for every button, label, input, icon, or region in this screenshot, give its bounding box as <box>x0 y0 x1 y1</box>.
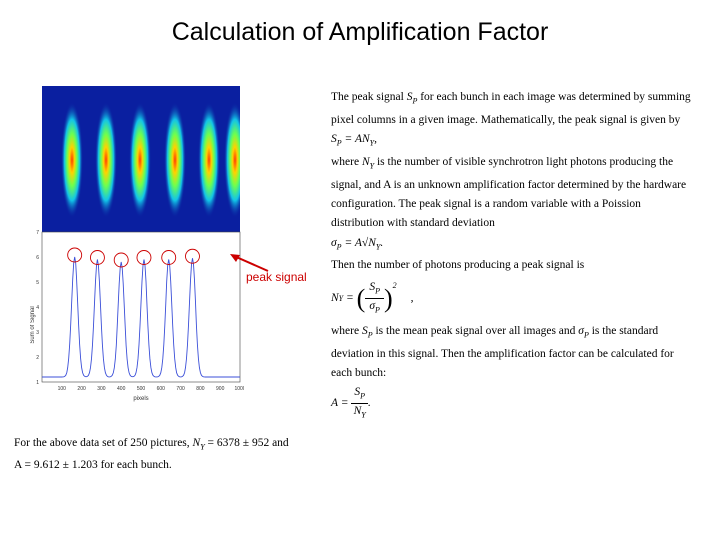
peak-circle <box>113 252 129 268</box>
plot-xlabel: pixels <box>133 396 148 402</box>
equation-4: A = SP NY . <box>331 385 371 420</box>
x-tick-label: 800 <box>196 386 205 392</box>
result-text: For the above data set of 250 pictures, … <box>14 434 334 475</box>
slide-title: Calculation of Amplification Factor <box>171 18 549 46</box>
plot-ylabel: Sum of Signal <box>30 306 36 343</box>
x-tick-label: 400 <box>117 386 126 392</box>
explanation-text: The peak signal SP for each bunch in eac… <box>331 88 691 423</box>
peak-signal-label: peak signal <box>246 270 307 284</box>
equation-1: SP = ANY, <box>331 133 377 148</box>
x-tick-label: 700 <box>176 386 185 392</box>
equation-2: σP = A√NY. <box>331 236 384 252</box>
signal-curve <box>42 256 240 378</box>
x-tick-label: 600 <box>157 386 166 392</box>
y-tick-label: 1 <box>36 380 39 386</box>
y-tick-label: 4 <box>36 305 39 311</box>
bunch-camera-image <box>42 86 240 232</box>
para-2: where NY is the number of visible synchr… <box>331 155 687 230</box>
y-tick-label: 5 <box>36 280 39 286</box>
x-tick-label: 200 <box>77 386 86 392</box>
sum-signal-plot: Sum of Signal pixels 100 200 300 400 500 600 7… <box>30 230 246 402</box>
x-tick-label: 100 <box>58 386 67 392</box>
y-tick-label: 2 <box>36 355 39 361</box>
result-line-2: A = 9.612 ± 1.203 for each bunch. <box>14 459 172 472</box>
y-tick-label: 6 <box>36 255 39 261</box>
peak-circle <box>67 247 83 263</box>
x-tick-label: 500 <box>137 386 146 392</box>
y-tick-label: 3 <box>36 330 39 336</box>
para-1: The peak signal SP for each bunch in eac… <box>331 91 691 126</box>
y-tick-label: 7 <box>36 230 39 236</box>
callout-arrow <box>230 254 269 272</box>
x-tick-label: 900 <box>216 386 225 392</box>
peak-circle <box>185 248 200 264</box>
x-tick-label: 300 <box>97 386 106 392</box>
peak-circle <box>89 250 105 265</box>
result-line-1: For the above data set of 250 pictures, … <box>14 437 289 452</box>
para-4: where SP is the mean peak signal over al… <box>331 324 674 379</box>
peak-circle <box>136 250 152 265</box>
peak-circle <box>161 250 177 265</box>
x-tick-label: 1000 <box>234 386 244 392</box>
para-3: Then the number of photons producing a p… <box>331 259 585 272</box>
